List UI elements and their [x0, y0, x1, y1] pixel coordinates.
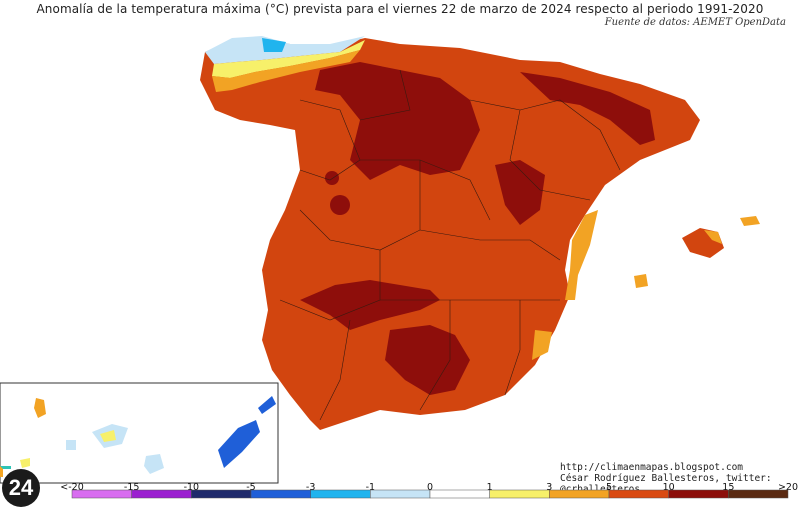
balearic-ibiza — [634, 274, 648, 288]
north-coast-warm — [212, 50, 360, 92]
canary-lanzarote — [258, 396, 276, 414]
credit-url[interactable]: http://climaenmapas.blogspot.com — [560, 462, 744, 473]
data-source: Fuente de datos: AEMET OpenData — [604, 17, 786, 28]
canary-la-gomera — [66, 440, 76, 450]
hot-core-ebro — [495, 160, 545, 225]
north-coast-mild — [212, 40, 365, 78]
map-title: Anomalía de la temperatura máxima (°C) p… — [36, 2, 764, 16]
legend-swatch — [668, 489, 729, 499]
legend-tick: 10 — [662, 482, 675, 493]
cyan-patch — [262, 38, 286, 52]
site-logo: 24 — [2, 469, 40, 507]
credit-author: César Rodríguez Ballesteros, twitter: @c… — [560, 473, 772, 495]
legend-swatch — [370, 489, 431, 499]
logo-decoration — [0, 466, 11, 477]
legend-tick: 3 — [546, 482, 553, 493]
canary-fuerteventura — [218, 420, 260, 468]
legend-swatch — [191, 489, 252, 499]
balearic-menorca — [740, 216, 760, 226]
legend-tick: 5 — [605, 482, 613, 493]
legend-swatch — [728, 489, 789, 499]
legend-swatch — [608, 489, 669, 499]
hot-core-northeast — [520, 72, 655, 145]
legend-swatch — [549, 489, 610, 499]
hot-core-center-south — [300, 280, 440, 330]
legend-tick: -1 — [365, 482, 376, 493]
balearic-mallorca-mild — [704, 230, 722, 244]
canary-gran-canaria — [144, 454, 164, 474]
canary-la-palma — [34, 398, 46, 418]
peninsula-region — [200, 38, 700, 430]
hot-core-south — [385, 325, 470, 395]
legend-tick: >20 — [777, 482, 799, 493]
legend-tick: 1 — [486, 482, 493, 493]
legend-tick: -3 — [305, 482, 316, 493]
legend-swatch — [429, 489, 490, 499]
province-borders — [279, 69, 621, 421]
legend-swatch — [489, 489, 550, 499]
canary-el-hierro — [20, 458, 30, 468]
legend-swatch — [310, 489, 371, 499]
southeast-coast-mild — [532, 330, 552, 360]
east-coast-mild — [565, 210, 598, 300]
legend-tick: 15 — [722, 482, 735, 493]
canary-tenerife-core — [100, 430, 116, 442]
canary-inset-frame — [0, 382, 279, 484]
legend-swatch — [250, 489, 311, 499]
legend-tick: -10 — [183, 482, 200, 493]
north-coast-cold — [205, 36, 365, 64]
legend-tick: -5 — [246, 482, 256, 493]
legend-tick: <-20 — [60, 482, 84, 493]
legend-swatch — [131, 489, 192, 499]
legend-tick: -15 — [123, 482, 140, 493]
legend-tick: 0 — [426, 482, 434, 493]
